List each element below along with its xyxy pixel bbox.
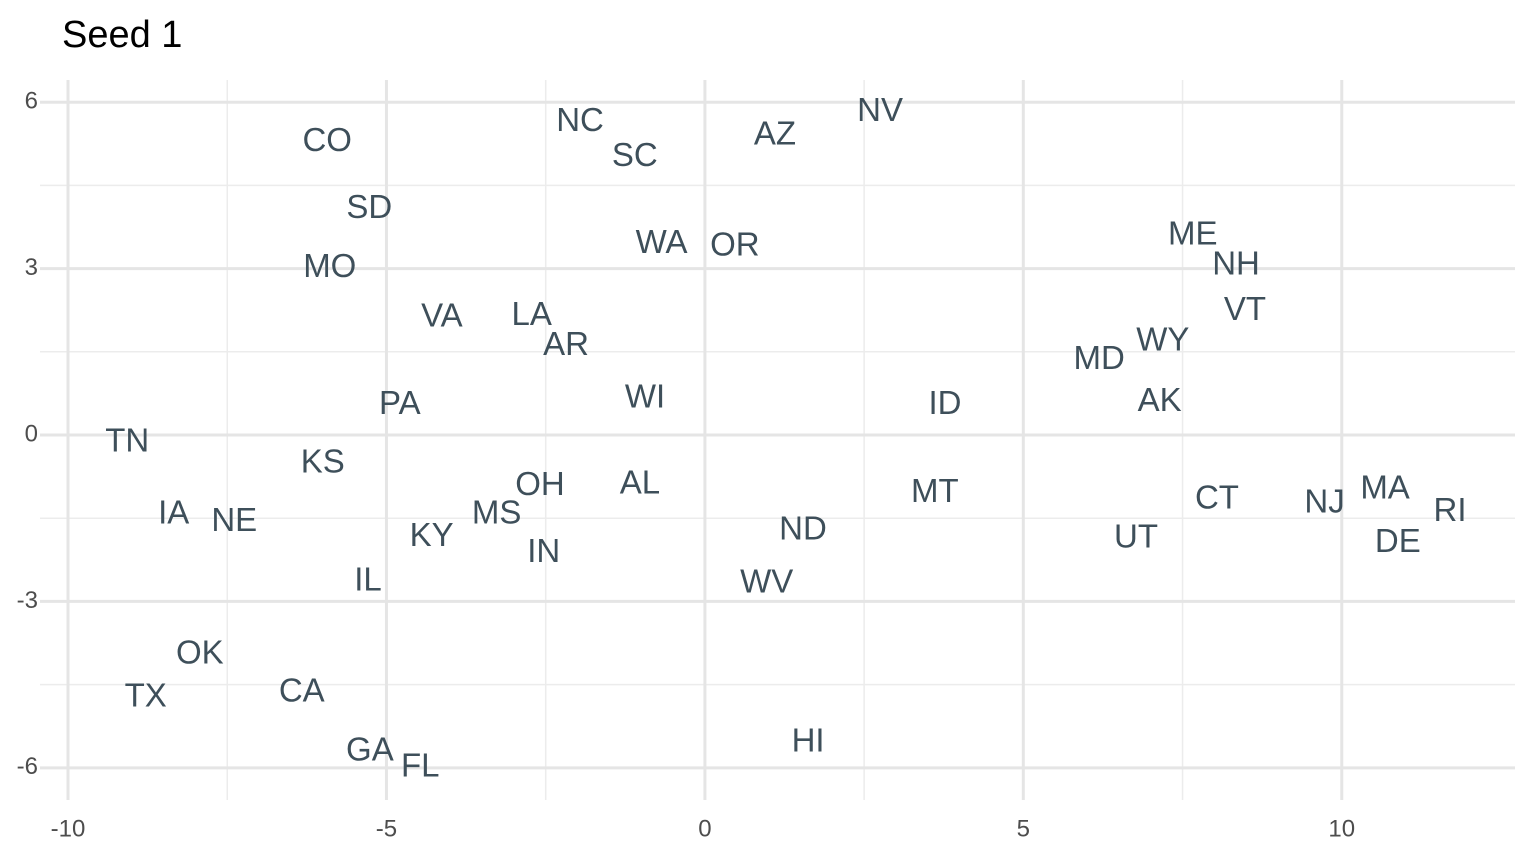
point-label: MO [303,247,356,284]
point-label: WV [740,562,793,599]
point-label: RI [1434,491,1467,528]
point-label: IN [527,532,560,569]
point-label: DE [1375,522,1421,559]
point-label: ND [779,510,827,547]
point-label: WI [625,378,665,415]
point-label: ID [928,384,961,421]
y-tick-label: -3 [17,587,38,614]
point-label: GA [346,730,394,767]
point-label: VA [421,297,463,334]
point-label: TX [125,677,167,714]
point-label: KY [410,516,454,553]
point-label: MD [1073,339,1124,376]
point-label: WY [1136,321,1189,358]
point-label: SD [346,188,392,225]
point-label: HI [792,722,825,759]
point-label: ME [1168,215,1218,252]
point-label: PA [379,384,421,421]
point-label: KS [301,443,345,480]
point-label: CA [279,672,325,709]
x-tick-label: -5 [376,815,397,842]
point-label: CT [1195,479,1239,516]
point-label: NE [211,501,257,538]
y-tick-label: 3 [25,254,38,281]
point-label: NC [556,101,604,138]
point-label: MA [1360,469,1410,506]
x-tick-label: 5 [1017,815,1030,842]
point-label: LA [511,295,551,332]
point-label: WA [636,223,688,260]
point-label: CO [302,121,352,158]
point-label: NJ [1304,483,1344,520]
x-tick-label: 10 [1328,815,1355,842]
point-label: TN [105,421,149,458]
point-label: UT [1114,517,1158,554]
point-label: IL [354,561,382,598]
point-label: AR [543,325,589,362]
point-label: SC [612,136,658,173]
chart-title: Seed 1 [62,14,182,56]
point-label: MS [472,494,522,531]
point-label: OK [176,633,224,670]
point-label: AL [620,464,660,501]
point-label: OH [515,465,565,502]
y-tick-label: 0 [25,420,38,447]
point-label: FL [401,747,440,784]
point-label: NH [1212,245,1260,282]
x-tick-label: 0 [698,815,711,842]
x-tick-label: -10 [51,815,86,842]
point-label: NV [857,91,903,128]
point-label: IA [158,494,189,531]
y-tick-label: 6 [25,88,38,115]
point-label: AZ [754,115,796,152]
point-label: AK [1138,381,1182,418]
point-label: OR [710,226,760,263]
y-tick-label: -6 [17,753,38,780]
point-label: VT [1224,290,1266,327]
point-label: MT [911,472,959,509]
